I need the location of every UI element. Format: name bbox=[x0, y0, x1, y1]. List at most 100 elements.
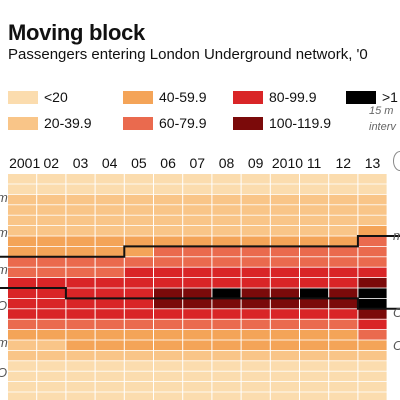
heatmap-cell bbox=[329, 392, 358, 400]
heatmap-cell bbox=[154, 309, 183, 319]
peak-band-bottom-line bbox=[0, 287, 400, 310]
heatmap-cell bbox=[212, 361, 241, 371]
heatmap-cell bbox=[37, 361, 66, 371]
heatmap-cell bbox=[270, 226, 299, 236]
heatmap-cell bbox=[8, 174, 37, 184]
row-label: O bbox=[0, 298, 7, 313]
heatmap-cell bbox=[8, 184, 37, 194]
heatmap-cell bbox=[154, 194, 183, 205]
row-label: O bbox=[0, 365, 7, 380]
heatmap-cell bbox=[66, 226, 95, 236]
heatmap-cell bbox=[183, 330, 212, 340]
heatmap-cell bbox=[154, 236, 183, 246]
chart-title: Moving block bbox=[8, 20, 145, 45]
heatmap-cell bbox=[329, 350, 358, 361]
heatmap-cell bbox=[124, 309, 153, 319]
heatmap-cell bbox=[183, 184, 212, 194]
heatmap-cell bbox=[212, 382, 241, 392]
heatmap-cell bbox=[212, 319, 241, 330]
heatmap-cell bbox=[124, 278, 153, 288]
heatmap bbox=[0, 174, 400, 400]
heatmap-cell bbox=[241, 257, 270, 267]
heatmap-cell bbox=[154, 267, 183, 278]
heatmap-cell bbox=[241, 288, 270, 298]
heatmap-cell bbox=[95, 257, 124, 267]
heatmap-cell bbox=[358, 340, 387, 350]
heatmap-cell bbox=[358, 184, 387, 194]
heatmap-cell bbox=[300, 330, 329, 340]
heatmap-cell bbox=[212, 184, 241, 194]
legend-item: 60-79.9 bbox=[123, 115, 206, 131]
heatmap-cell bbox=[154, 382, 183, 392]
heatmap-cell bbox=[241, 361, 270, 371]
heatmap-cell bbox=[329, 267, 358, 278]
heatmap-cell bbox=[241, 174, 270, 184]
heatmap-cell bbox=[329, 205, 358, 215]
heatmap-cell bbox=[329, 319, 358, 330]
heatmap-cell bbox=[124, 330, 153, 340]
heatmap-cell bbox=[37, 215, 66, 226]
heatmap-cell bbox=[358, 194, 387, 205]
heatmap-cell bbox=[300, 361, 329, 371]
heatmap-cell bbox=[95, 184, 124, 194]
heatmap-cell bbox=[8, 288, 37, 298]
year-label: 13 bbox=[364, 155, 381, 171]
heatmap-cell bbox=[8, 205, 37, 215]
heatmap-cell bbox=[8, 371, 37, 382]
heatmap-cell bbox=[37, 184, 66, 194]
heatmap-cell bbox=[270, 298, 299, 309]
heatmap-cell bbox=[183, 215, 212, 226]
heatmap-cell bbox=[37, 298, 66, 309]
heatmap-cell bbox=[241, 319, 270, 330]
heatmap-cell bbox=[241, 278, 270, 288]
heatmap-cell bbox=[212, 205, 241, 215]
heatmap-cell bbox=[37, 319, 66, 330]
heatmap-cell bbox=[154, 371, 183, 382]
heatmap-cell bbox=[212, 309, 241, 319]
heatmap-cell bbox=[154, 330, 183, 340]
heatmap-cell bbox=[154, 350, 183, 361]
heatmap-cell bbox=[270, 392, 299, 400]
heatmap-cell bbox=[358, 278, 387, 288]
heatmap-cell bbox=[124, 382, 153, 392]
heatmap-cell bbox=[300, 257, 329, 267]
heatmap-cell bbox=[95, 298, 124, 309]
row-label-right: m bbox=[393, 228, 400, 243]
heatmap-cell bbox=[183, 205, 212, 215]
heatmap-cell bbox=[329, 340, 358, 350]
heatmap-cell bbox=[212, 246, 241, 257]
heatmap-cell bbox=[66, 382, 95, 392]
heatmap-cell bbox=[8, 215, 37, 226]
heatmap-cell bbox=[183, 278, 212, 288]
heatmap-cell bbox=[66, 246, 95, 257]
heatmap-cell bbox=[270, 361, 299, 371]
heatmap-cell bbox=[183, 226, 212, 236]
heatmap-cell bbox=[212, 174, 241, 184]
heatmap-cell bbox=[212, 392, 241, 400]
heatmap-cell bbox=[95, 350, 124, 361]
heatmap-cell bbox=[37, 382, 66, 392]
heatmap-cell bbox=[300, 350, 329, 361]
heatmap-cell bbox=[183, 319, 212, 330]
heatmap-cell bbox=[358, 371, 387, 382]
heatmap-cell bbox=[358, 288, 387, 298]
heatmap-cell bbox=[300, 382, 329, 392]
heatmap-cell bbox=[8, 226, 37, 236]
heatmap-cell bbox=[66, 236, 95, 246]
heatmap-cell bbox=[95, 382, 124, 392]
heatmap-cell bbox=[66, 350, 95, 361]
heatmap-cell bbox=[66, 319, 95, 330]
heatmap-cell bbox=[8, 257, 37, 267]
heatmap-cell bbox=[95, 361, 124, 371]
heatmap-cell bbox=[8, 361, 37, 371]
heatmap-cell bbox=[154, 298, 183, 309]
interval-note-1: 15 m bbox=[369, 105, 394, 117]
heatmap-cell bbox=[358, 246, 387, 257]
heatmap-cell bbox=[8, 236, 37, 246]
heatmap-cell bbox=[183, 309, 212, 319]
heatmap-cell bbox=[329, 184, 358, 194]
heatmap-cell bbox=[95, 205, 124, 215]
heatmap-cell bbox=[358, 215, 387, 226]
heatmap-cell bbox=[8, 246, 37, 257]
year-label: 02 bbox=[43, 155, 60, 171]
